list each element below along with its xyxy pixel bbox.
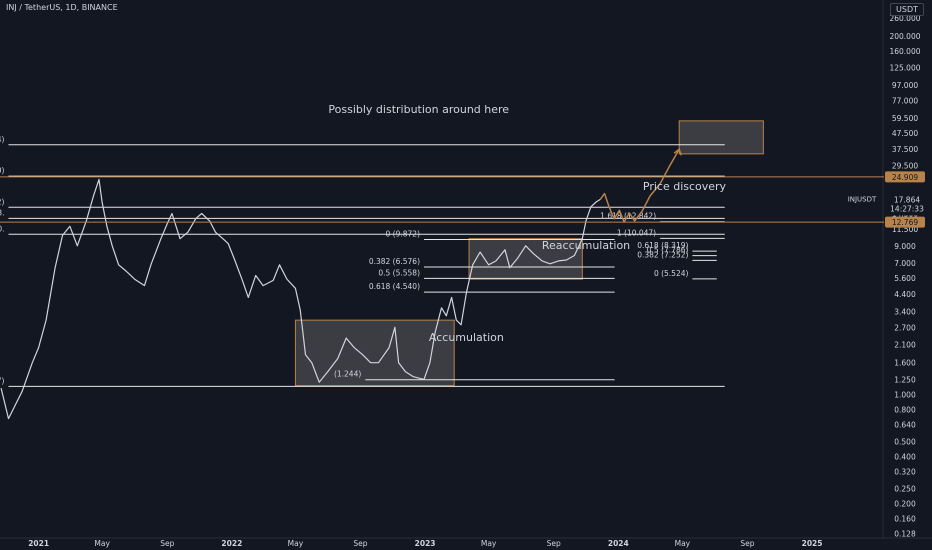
fib-label-10: (1.244) — [334, 370, 361, 379]
y-tick-label: 2.700 — [894, 323, 916, 332]
y-tick-label: 0.200 — [894, 499, 916, 508]
countdown-label: 14:27:33 — [890, 204, 924, 213]
y-tick-label: 2.100 — [894, 340, 916, 349]
y-tick-label: 77.000 — [892, 97, 918, 106]
y-tick-label: 0.320 — [894, 468, 916, 477]
zone-box-0[interactable] — [294, 319, 455, 387]
x-tick-label: May — [94, 539, 110, 548]
x-tick-label: 2021 — [28, 539, 49, 548]
x-tick-label: May — [481, 539, 497, 548]
y-tick-label: 0.250 — [894, 484, 916, 493]
fib-label-5: 0 (1.127) — [0, 376, 5, 385]
symbol-tag-bg — [843, 193, 881, 205]
y-tick-label: 7.000 — [894, 259, 916, 268]
annotations-layer: Possibly distribution around here Price d… — [328, 103, 726, 344]
zone-box-2[interactable] — [678, 120, 764, 155]
y-tick-label: 1.000 — [894, 391, 916, 400]
price-tag-bg-2 — [885, 216, 925, 228]
fib-label-2: 0.618 (15.902) — [0, 197, 5, 206]
y-tick-label: 160.000 — [889, 47, 920, 56]
last-price-bg — [884, 193, 930, 216]
fib-label-16: 0 (5.524) — [654, 269, 689, 278]
y-tick-label: 200.000 — [889, 32, 920, 41]
y-tick-label: 0.640 — [894, 421, 916, 430]
x-tick-label: Sep — [740, 539, 754, 548]
fib-label-13: 0.618 (8.319) — [637, 241, 688, 250]
y-tick-label: 0.800 — [894, 406, 916, 415]
y-tick-label: 29.500 — [892, 161, 918, 170]
time-axis[interactable]: 2021 May Sep 2022 May Sep 2023 May Sep 2024 May Sep… — [28, 539, 822, 548]
fib-label-7: 0.382 (6.576) — [369, 257, 420, 266]
y-tick-label: 260.000 — [889, 14, 920, 23]
projection-arrowhead — [673, 147, 682, 156]
price-tag-bg-1 — [885, 171, 925, 183]
x-tick-label: Sep — [353, 539, 367, 548]
currency-button[interactable]: USDT — [890, 3, 924, 16]
x-tick-label: 2025 — [802, 539, 823, 548]
y-tick-label: 0.400 — [894, 453, 916, 462]
y-tick-label: 5.600 — [894, 274, 916, 283]
fib-label-15: 0.382 (7.252) — [637, 250, 688, 259]
y-tick-label: 37.500 — [892, 145, 918, 154]
fib-label-8: 0.5 (5.558) — [378, 268, 420, 277]
x-tick-label: 2024 — [608, 539, 629, 548]
y-tick-label: 9.000 — [894, 242, 916, 251]
x-tick-label: 2022 — [221, 539, 242, 548]
price-tag-2: 12.769 — [892, 218, 918, 227]
y-tick-label: 1.250 — [894, 375, 916, 384]
y-tick-label: 4.400 — [894, 290, 916, 299]
y-tick-label: 0.128 — [894, 530, 916, 539]
fib-label-1: 1 (25.180) — [0, 166, 5, 175]
fib-label-14: 0.5 (7.786) — [647, 246, 689, 255]
y-tick-label: 0.160 — [894, 515, 916, 524]
x-tick-label: 2023 — [415, 539, 436, 548]
last-price-label: 17.864 — [894, 195, 920, 204]
symbol-tag: INJUSDT — [848, 195, 877, 203]
series-injusdt[interactable] — [0, 178, 601, 420]
x-tick-label: May — [288, 539, 304, 548]
x-tick-label: Sep — [547, 539, 561, 548]
annotation-0: Possibly distribution around here — [328, 103, 509, 116]
y-tick-label: 125.000 — [889, 64, 920, 73]
price-tag-1: 24.909 — [892, 173, 918, 182]
fib-label-4: 0.382 (10. — [0, 224, 4, 233]
y-tick-label: 59.500 — [892, 114, 918, 123]
y-tick-label: 3.400 — [894, 308, 916, 317]
x-tick-label: Sep — [160, 539, 174, 548]
y-tick-label: 97.000 — [892, 81, 918, 90]
y-tick-label: 11.500 — [892, 225, 918, 234]
fib-label-12: 1 (10.047) — [617, 228, 656, 237]
y-tick-label: 47.500 — [892, 129, 918, 138]
x-tick-label: May — [675, 539, 691, 548]
series-layer — [0, 147, 682, 420]
annotation-2: Reaccumulation — [542, 239, 630, 252]
series-projection[interactable] — [599, 148, 680, 223]
fib-label-3: 0.5 (13. — [0, 208, 4, 217]
annotation-3: Accumulation — [429, 331, 504, 344]
fib-label-6: 0 (9.872) — [386, 230, 421, 239]
fib-label-9: 0.618 (4.540) — [369, 282, 420, 291]
fib-label-0: 1.618 (40.044) — [0, 135, 5, 144]
annotation-1: Price discovery — [643, 180, 727, 193]
y-tick-label: 0.500 — [894, 437, 916, 446]
symbol-header[interactable]: INJ / TetherUS, 1D, BINANCE — [6, 3, 118, 12]
y-tick-label: 1.600 — [894, 359, 916, 368]
